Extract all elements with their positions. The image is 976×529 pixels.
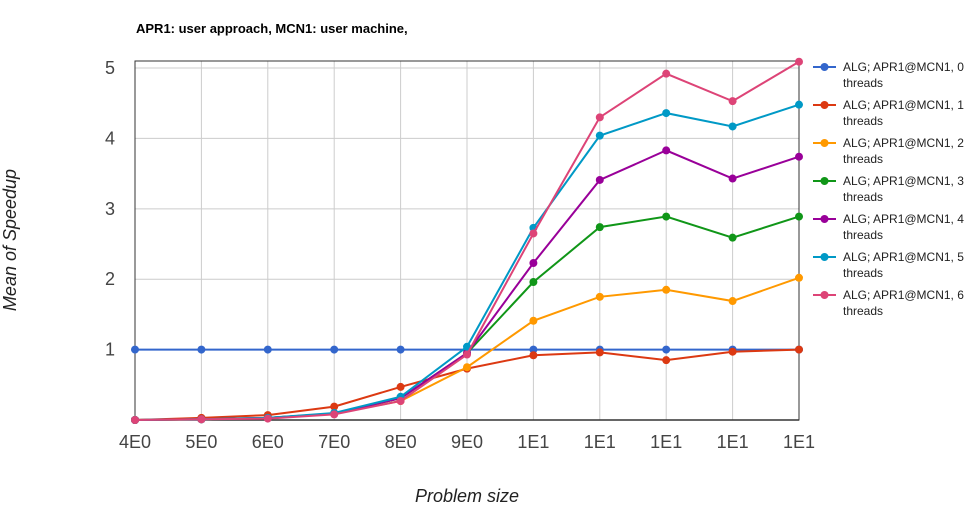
- data-point: [529, 351, 538, 360]
- data-point: [330, 410, 339, 419]
- x-tick-label: 1E1: [783, 432, 815, 452]
- x-axis-ticks: 4E0 5E0 6E0 7E0 8E0 9E0 1E1 1E1 1E1 1E1 1E1: [119, 432, 815, 452]
- legend-label: ALG; APR1@MCN1, 0: [843, 60, 964, 74]
- legend-label-continued: threads: [843, 114, 883, 128]
- data-point: [795, 100, 803, 109]
- legend-label: ALG; APR1@MCN1, 5: [843, 250, 964, 264]
- data-point: [795, 345, 803, 354]
- data-point: [197, 345, 206, 354]
- data-point: [662, 212, 671, 221]
- x-tick-label: 8E0: [385, 432, 417, 452]
- data-point: [529, 259, 538, 268]
- data-point: [197, 415, 206, 424]
- data-point: [330, 345, 339, 354]
- data-point: [662, 345, 671, 354]
- x-tick-label: 6E0: [252, 432, 284, 452]
- legend-label-continued: threads: [843, 76, 883, 90]
- x-tick-label: 1E1: [650, 432, 682, 452]
- data-point: [795, 273, 803, 282]
- x-tick-label: 1E1: [717, 432, 749, 452]
- legend-label-continued: threads: [843, 228, 883, 242]
- legend-swatch-point: [820, 177, 829, 185]
- legend-swatch-point: [820, 101, 829, 109]
- legend-swatch-point: [820, 63, 829, 71]
- data-point: [529, 345, 538, 354]
- data-point: [728, 233, 737, 242]
- series-group: [131, 57, 803, 424]
- legend-swatch-point: [820, 139, 829, 147]
- x-tick-label: 4E0: [119, 432, 151, 452]
- legend-label: ALG; APR1@MCN1, 6: [843, 288, 964, 302]
- legend-label-continued: threads: [843, 266, 883, 280]
- legend-label: ALG; APR1@MCN1, 2: [843, 136, 964, 150]
- y-tick-label: 1: [105, 340, 115, 360]
- legend-item: ALG; APR1@MCN1, 4 threads: [813, 212, 964, 242]
- data-point: [263, 345, 272, 354]
- data-point: [529, 316, 538, 325]
- legend-item: ALG; APR1@MCN1, 2 threads: [813, 136, 964, 166]
- series-6: [131, 57, 803, 424]
- data-point: [595, 113, 604, 122]
- data-point: [396, 382, 405, 391]
- x-tick-label: 7E0: [318, 432, 350, 452]
- x-tick-label: 1E1: [584, 432, 616, 452]
- data-point: [662, 146, 671, 155]
- legend-label-continued: threads: [843, 190, 883, 204]
- legend-item: ALG; APR1@MCN1, 0 threads: [813, 60, 964, 90]
- y-axis-ticks: 1 2 3 4 5: [105, 58, 115, 360]
- data-point: [728, 97, 737, 106]
- data-point: [795, 57, 803, 66]
- legend-swatch-point: [820, 291, 829, 299]
- legend-item: ALG; APR1@MCN1, 1 threads: [813, 98, 964, 128]
- legend-item: ALG; APR1@MCN1, 6 threads: [813, 288, 964, 318]
- data-point: [529, 229, 538, 238]
- legend-swatch-point: [820, 253, 829, 261]
- data-point: [595, 292, 604, 301]
- y-axis-title: Mean of Speedup: [0, 169, 20, 311]
- data-point: [595, 223, 604, 232]
- data-point: [795, 152, 803, 161]
- data-point: [795, 212, 803, 221]
- x-tick-label: 5E0: [185, 432, 217, 452]
- x-axis-title: Problem size: [415, 486, 519, 506]
- y-tick-label: 5: [105, 58, 115, 78]
- legend-label: ALG; APR1@MCN1, 4: [843, 212, 964, 226]
- legend-label: ALG; APR1@MCN1, 3: [843, 174, 964, 188]
- legend-item: ALG; APR1@MCN1, 5 threads: [813, 250, 964, 280]
- data-point: [396, 396, 405, 405]
- data-point: [463, 342, 471, 351]
- data-point: [463, 363, 471, 372]
- legend-swatch-point: [820, 215, 829, 223]
- x-tick-label: 1E1: [517, 432, 549, 452]
- data-point: [396, 345, 405, 354]
- x-tick-label: 9E0: [451, 432, 483, 452]
- legend-label-continued: threads: [843, 152, 883, 166]
- legend-label: ALG; APR1@MCN1, 1: [843, 98, 964, 112]
- data-point: [595, 348, 604, 357]
- y-tick-label: 2: [105, 269, 115, 289]
- data-point: [662, 69, 671, 78]
- data-point: [662, 109, 671, 118]
- data-point: [330, 402, 339, 411]
- data-point: [595, 131, 604, 140]
- y-tick-label: 3: [105, 199, 115, 219]
- chart-title: APR1: user approach, MCN1: user machine,: [136, 21, 408, 36]
- data-point: [595, 175, 604, 184]
- data-point: [662, 285, 671, 294]
- data-point: [131, 345, 139, 354]
- data-point: [728, 174, 737, 183]
- data-point: [131, 416, 139, 424]
- legend-item: ALG; APR1@MCN1, 3 threads: [813, 174, 964, 204]
- data-point: [728, 122, 737, 131]
- legend-label-continued: threads: [843, 304, 883, 318]
- data-point: [263, 414, 272, 423]
- data-point: [529, 278, 538, 287]
- data-point: [728, 347, 737, 356]
- data-point: [662, 356, 671, 365]
- y-tick-label: 4: [105, 128, 115, 148]
- data-point: [728, 297, 737, 306]
- data-point: [463, 350, 471, 359]
